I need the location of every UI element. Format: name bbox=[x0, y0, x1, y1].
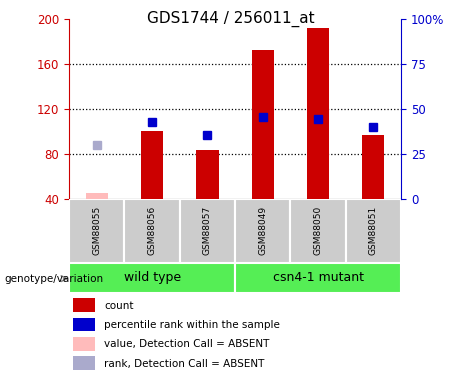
Bar bbox=[73, 357, 95, 370]
Text: GSM88050: GSM88050 bbox=[313, 206, 323, 255]
Text: count: count bbox=[104, 301, 134, 310]
Bar bbox=[73, 337, 95, 351]
Bar bbox=[141, 131, 163, 199]
Bar bbox=[180, 199, 235, 262]
Bar bbox=[290, 199, 346, 262]
Bar bbox=[69, 199, 124, 262]
Bar bbox=[346, 199, 401, 262]
Bar bbox=[307, 28, 329, 199]
Text: genotype/variation: genotype/variation bbox=[5, 274, 104, 284]
Text: GSM88055: GSM88055 bbox=[92, 206, 101, 255]
Bar bbox=[235, 262, 401, 292]
Bar bbox=[73, 318, 95, 332]
Bar bbox=[362, 135, 384, 199]
Text: wild type: wild type bbox=[124, 271, 181, 284]
Text: GSM88057: GSM88057 bbox=[203, 206, 212, 255]
Bar bbox=[235, 199, 290, 262]
Text: GSM88056: GSM88056 bbox=[148, 206, 157, 255]
Text: csn4-1 mutant: csn4-1 mutant bbox=[272, 271, 364, 284]
Bar bbox=[124, 199, 180, 262]
Bar bbox=[196, 150, 219, 199]
Text: value, Detection Call = ABSENT: value, Detection Call = ABSENT bbox=[104, 339, 270, 350]
Text: percentile rank within the sample: percentile rank within the sample bbox=[104, 320, 280, 330]
Bar bbox=[252, 50, 274, 199]
Text: GSM88049: GSM88049 bbox=[258, 206, 267, 255]
Bar bbox=[73, 298, 95, 312]
Text: GSM88051: GSM88051 bbox=[369, 206, 378, 255]
Bar bbox=[86, 193, 108, 199]
Text: GDS1744 / 256011_at: GDS1744 / 256011_at bbox=[147, 11, 314, 27]
Text: rank, Detection Call = ABSENT: rank, Detection Call = ABSENT bbox=[104, 359, 265, 369]
Bar bbox=[69, 262, 235, 292]
